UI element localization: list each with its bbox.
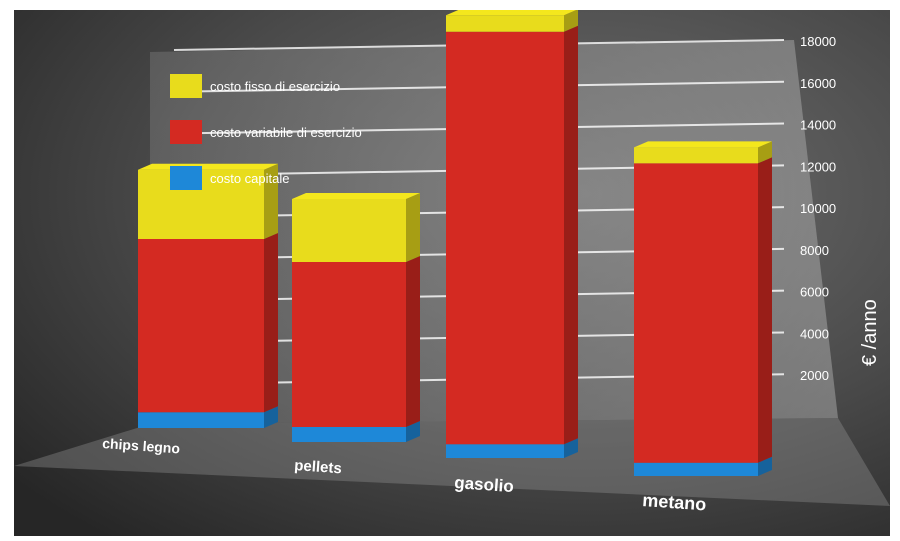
y-tick-label: 8000 (800, 243, 829, 258)
y-tick-label: 6000 (800, 285, 829, 300)
bar-segment (634, 462, 758, 476)
bar-top (446, 9, 578, 16)
legend-label: costo capitale (210, 171, 290, 186)
y-tick-label: 2000 (800, 368, 829, 383)
x-tick-label: metano (642, 490, 707, 514)
bar-segment (634, 147, 758, 164)
bar-segment-side (758, 456, 772, 476)
stacked-bar-chart: 2000 4000 6000 8000 10000 12000 14000 16000 1800… (14, 9, 890, 536)
bar-segment-side (264, 233, 278, 413)
bar-segment-side (564, 25, 578, 445)
x-tick-label: pellets (294, 457, 343, 477)
bar-segment-side (264, 163, 278, 239)
y-tick-label: 12000 (800, 159, 836, 174)
y-tick-label: 14000 (800, 118, 836, 133)
y-tick-label: 16000 (800, 76, 836, 91)
x-tick-label: gasolio (454, 473, 515, 496)
bar-segment (138, 239, 264, 413)
bar-segment (292, 427, 406, 442)
bar-stack (138, 163, 278, 428)
bar-segment-side (406, 421, 420, 442)
y-axis-label: € /anno (859, 299, 881, 366)
legend-label: costo fisso di esercizio (210, 79, 340, 94)
legend-swatch (170, 166, 202, 190)
y-tick-label: 18000 (800, 34, 836, 49)
bar-top (138, 163, 278, 170)
bar-segment-side (264, 406, 278, 428)
legend-label: costo variabile di esercizio (210, 125, 362, 140)
bar-segment (292, 262, 406, 427)
legend-swatch (170, 74, 202, 98)
bar-segment-side (406, 193, 420, 262)
bar-top (634, 141, 772, 148)
bar-segment (138, 412, 264, 428)
bar-top (292, 193, 420, 199)
x-tick-label: chips legno (102, 435, 181, 456)
bar-segment-side (758, 157, 772, 463)
bar-segment (634, 163, 758, 463)
bar-segment-side (406, 256, 420, 427)
chart-area: 2000 4000 6000 8000 10000 12000 14000 16000 1800… (14, 9, 890, 536)
bar-segment (292, 199, 406, 262)
bar-segment-side (564, 9, 578, 32)
bar-segment-side (564, 438, 578, 458)
bar-stack (292, 193, 420, 442)
legend-swatch (170, 120, 202, 144)
bar-segment-side (758, 141, 772, 164)
bar-stack (634, 141, 772, 476)
bar-stack (446, 9, 578, 458)
bar-segment (446, 31, 564, 445)
y-tick-label: 4000 (800, 326, 829, 341)
y-tick-label: 10000 (800, 201, 836, 216)
bar-segment (446, 444, 564, 458)
bar-segment (446, 15, 564, 32)
